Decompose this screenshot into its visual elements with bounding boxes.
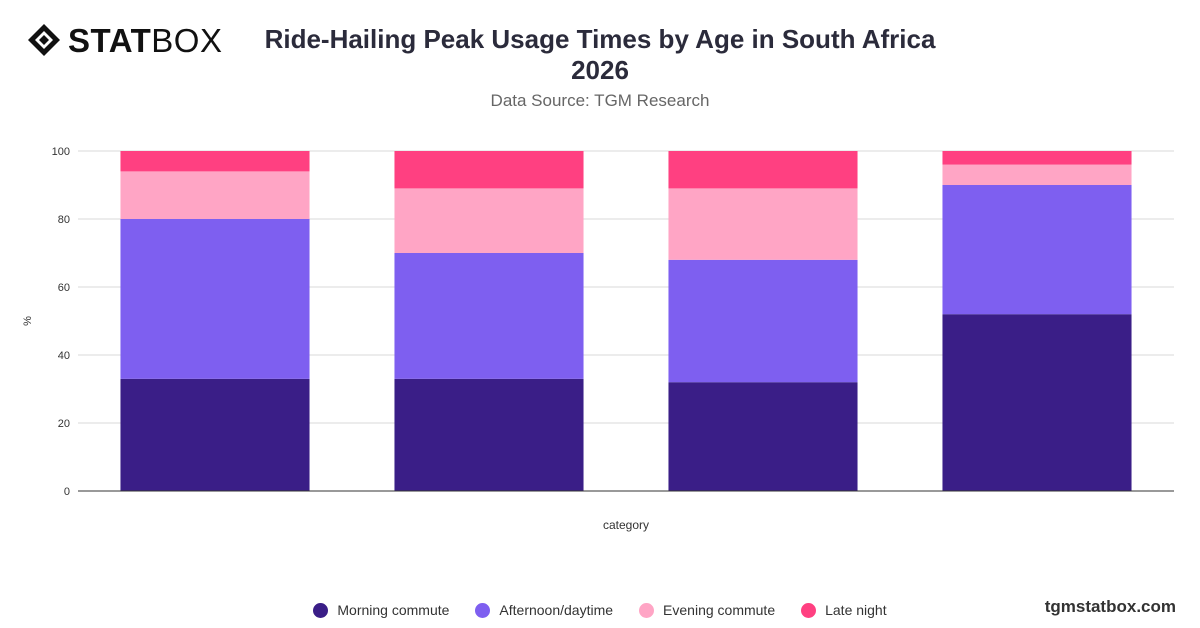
chart-title-line2: 2026 bbox=[571, 55, 629, 85]
y-tick-label: 100 bbox=[52, 146, 70, 158]
chart-title: Ride-Hailing Peak Usage Times by Age in … bbox=[0, 24, 1200, 86]
legend-item-4: Late night bbox=[801, 602, 887, 618]
legend-label: Morning commute bbox=[337, 602, 450, 618]
legend-marker bbox=[313, 602, 329, 618]
legend-item-1: Morning commute bbox=[313, 602, 449, 618]
bar-segment-4-category-3 bbox=[668, 151, 858, 189]
legend-marker bbox=[475, 602, 491, 618]
bar-segment-3-category-3 bbox=[668, 188, 858, 260]
website-label: tgmstatbox.com bbox=[1044, 597, 1176, 616]
bar-segment-2-category-1 bbox=[120, 219, 310, 379]
legend-label: Afternoon/daytime bbox=[499, 602, 614, 618]
stacked-bar-chart: 0 20 40 60 80 100 % category bbox=[22, 146, 1174, 532]
bar-segment-3-category-1 bbox=[120, 171, 310, 219]
bar-segment-4-category-1 bbox=[120, 151, 310, 172]
x-axis-label: category bbox=[603, 518, 649, 532]
bar-segment-2-category-4 bbox=[942, 185, 1132, 315]
y-axis-label: % bbox=[22, 316, 34, 326]
y-axis-ticks: 0 20 40 60 80 100 bbox=[52, 146, 70, 498]
bars bbox=[120, 151, 1132, 491]
diamond-logo-icon bbox=[28, 24, 60, 56]
bar-segment-2-category-2 bbox=[394, 253, 584, 379]
bar-segment-1-category-2 bbox=[394, 378, 584, 491]
y-tick-label: 40 bbox=[58, 350, 70, 362]
logo-wordmark: STATBOX bbox=[68, 21, 223, 59]
legend-label: Late night bbox=[825, 602, 887, 618]
bar-segment-2-category-3 bbox=[668, 259, 858, 383]
statbox-logo: STATBOX bbox=[26, 22, 222, 58]
bar-segment-1-category-1 bbox=[120, 378, 310, 491]
y-tick-label: 0 bbox=[64, 486, 70, 498]
legend-label: Evening commute bbox=[663, 602, 776, 618]
bar-segment-4-category-2 bbox=[394, 151, 584, 189]
chart-title-line1: Ride-Hailing Peak Usage Times by Age in … bbox=[264, 24, 936, 54]
legend-item-2: Afternoon/daytime bbox=[475, 602, 613, 618]
legend: Morning commute Afternoon/daytime Evening … bbox=[0, 602, 1200, 618]
legend-marker bbox=[639, 602, 655, 618]
bar-segment-3-category-2 bbox=[394, 188, 584, 253]
bar-segment-1-category-3 bbox=[668, 382, 858, 491]
legend-marker bbox=[801, 602, 817, 618]
legend-item-3: Evening commute bbox=[639, 602, 775, 618]
bar-segment-3-category-4 bbox=[942, 164, 1132, 185]
bar-segment-1-category-4 bbox=[942, 314, 1132, 491]
y-tick-label: 20 bbox=[58, 418, 70, 430]
chart-subtitle: Data Source: TGM Research bbox=[490, 91, 710, 110]
bar-segment-4-category-4 bbox=[942, 151, 1132, 165]
y-tick-label: 60 bbox=[58, 282, 70, 294]
y-tick-label: 80 bbox=[58, 214, 70, 226]
